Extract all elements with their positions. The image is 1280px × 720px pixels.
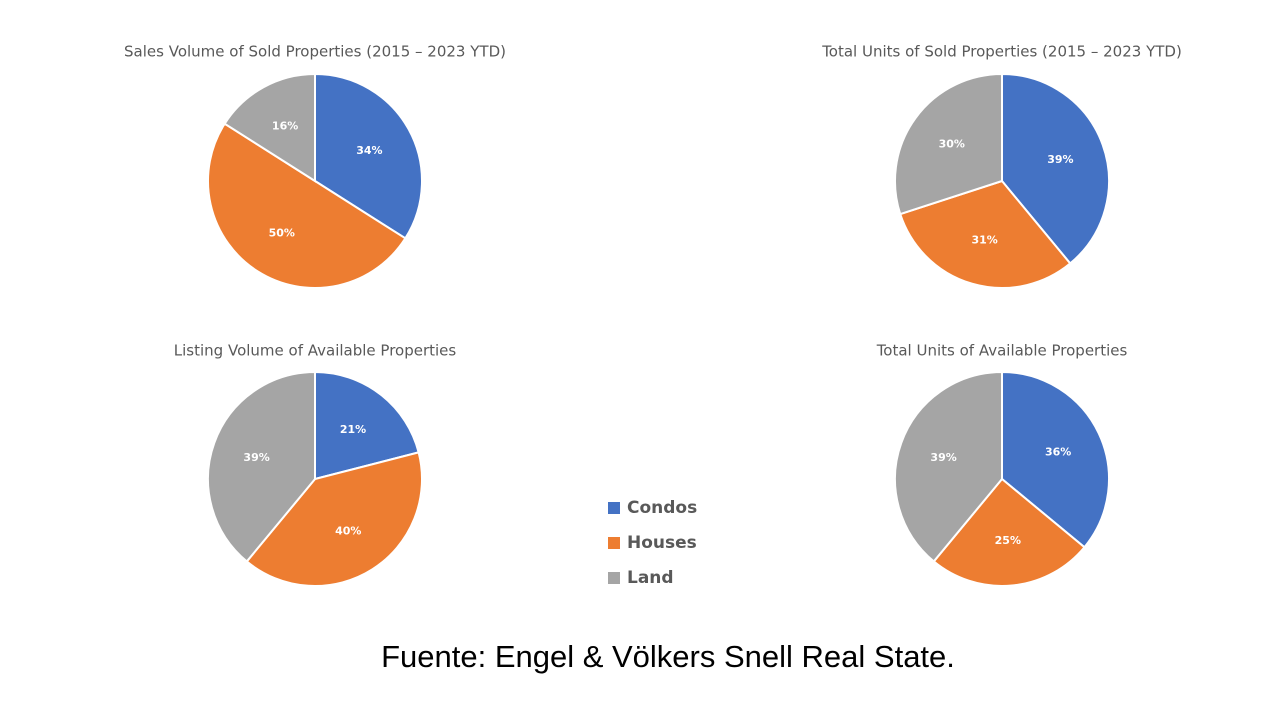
legend-swatch [608, 537, 620, 549]
data-label: 30% [939, 138, 965, 151]
chart-title: Sales Volume of Sold Properties (2015 – … [124, 43, 506, 61]
pie-slice [245, 451, 423, 587]
pie-slice [1001, 370, 1110, 549]
chart-title: Listing Volume of Available Properties [174, 342, 457, 360]
legend-swatch [608, 502, 620, 514]
data-label: 40% [335, 524, 361, 537]
data-label: 34% [356, 144, 382, 157]
data-label: 50% [269, 226, 295, 239]
chart-title: Total Units of Sold Properties (2015 – 2… [821, 43, 1182, 61]
source-caption: Fuente: Engel & Völkers Snell Real State… [381, 639, 955, 674]
data-label: 39% [1047, 153, 1073, 166]
pie-slice [207, 122, 407, 289]
pie-slice [223, 72, 316, 183]
data-label: 25% [995, 534, 1021, 547]
legend-label: Land [627, 568, 674, 588]
chart-title: Total Units of Available Properties [876, 342, 1128, 360]
pie-slice [207, 370, 316, 563]
data-label: 21% [340, 423, 366, 436]
data-label: 39% [243, 451, 269, 464]
data-label: 16% [272, 120, 298, 133]
pie-slice [894, 370, 1003, 563]
legend-swatch [608, 572, 620, 584]
pie-slice [314, 370, 420, 481]
legend-label: Houses [627, 533, 697, 553]
pie-slice [932, 477, 1086, 587]
data-label: 39% [930, 451, 956, 464]
data-label: 36% [1045, 446, 1071, 459]
pie-slice [894, 72, 1003, 216]
pie-slice [898, 179, 1072, 289]
legend-label: Condos [627, 498, 697, 518]
data-label: 31% [972, 234, 998, 247]
pie-slice [1001, 72, 1110, 265]
